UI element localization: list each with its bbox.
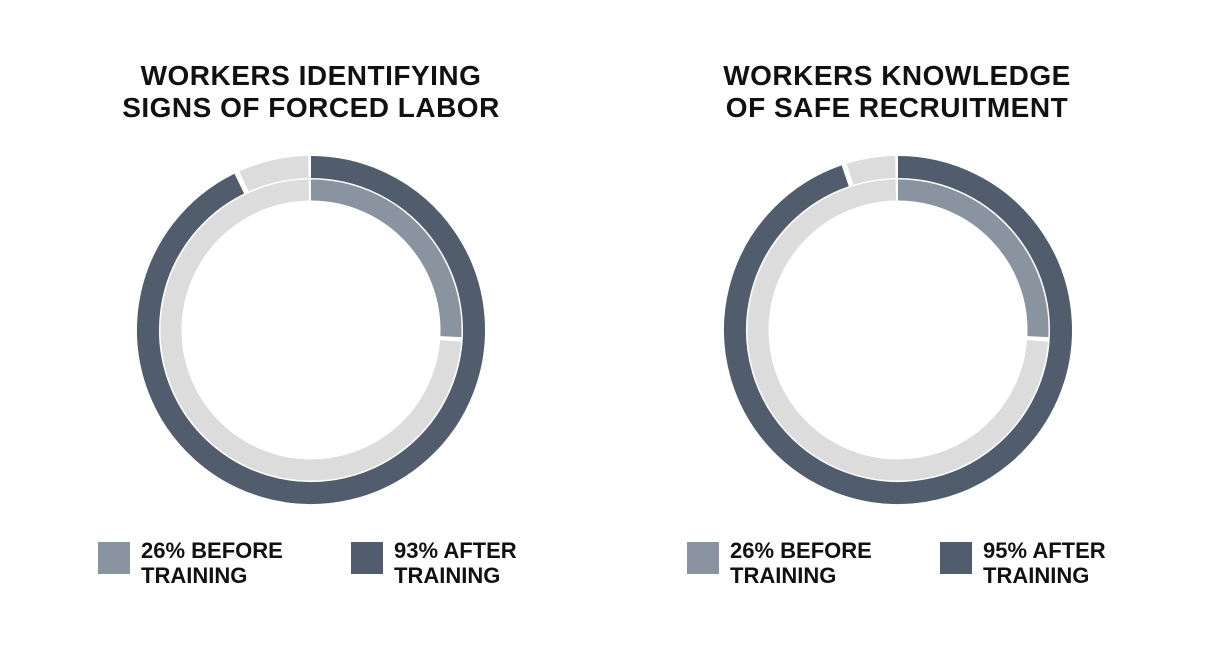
legend-item-after: 95% AFTER TRAINING [940,538,1106,594]
legend-swatch-after [351,542,383,574]
legend-label-line2: TRAINING [394,563,501,588]
chart-panel-safe-recruitment: WORKERS KNOWLEDGE OF SAFE RECRUITMENT 26… [610,0,1220,650]
chart-panel-forced-labor: WORKERS IDENTIFYING SIGNS OF FORCED LABO… [81,60,541,594]
donut-segment-after-remainder [239,156,309,192]
legend-label-line1: 26% BEFORE [141,538,283,563]
legend-item-before: 26% BEFORE TRAINING [687,538,872,594]
donut-chart [137,156,485,504]
legend-label-before: 26% BEFORE TRAINING [141,538,283,588]
donut-chart [724,156,1072,504]
chart-title: WORKERS IDENTIFYING SIGNS OF FORCED LABO… [81,60,541,124]
donut-segment-before-remainder [160,179,462,481]
chart-title-line1: WORKERS IDENTIFYING [140,60,482,91]
donut-segment-after [724,156,1072,504]
legend-item-after: 93% AFTER TRAINING [351,538,517,594]
legend-swatch-before [687,542,719,574]
legend-label-line2: TRAINING [141,563,248,588]
legend-label-line2: TRAINING [730,563,837,588]
legend-label-line1: 93% AFTER [394,538,517,563]
donut-segment-after-remainder [846,156,896,185]
chart-title-line1: WORKERS KNOWLEDGE [723,60,1071,91]
donut-segment-before-remainder [747,179,1049,481]
legend-label-line2: TRAINING [983,563,1090,588]
donut-segment-before [897,179,1049,338]
legend-item-before: 26% BEFORE TRAINING [98,538,283,594]
legend-swatch-before [98,542,130,574]
legend-label-after: 93% AFTER TRAINING [394,538,517,588]
legend-label-before: 26% BEFORE TRAINING [730,538,872,588]
chart-title-line2: OF SAFE RECRUITMENT [725,92,1069,123]
donut-segment-before [310,179,462,338]
legend-label-line1: 95% AFTER [983,538,1106,563]
chart-title: WORKERS KNOWLEDGE OF SAFE RECRUITMENT [667,60,1127,124]
legend-label-after: 95% AFTER TRAINING [983,538,1106,588]
donut-segment-after [137,156,485,504]
chart-title-line2: SIGNS OF FORCED LABOR [122,92,500,123]
legend-label-line1: 26% BEFORE [730,538,872,563]
legend-swatch-after [940,542,972,574]
